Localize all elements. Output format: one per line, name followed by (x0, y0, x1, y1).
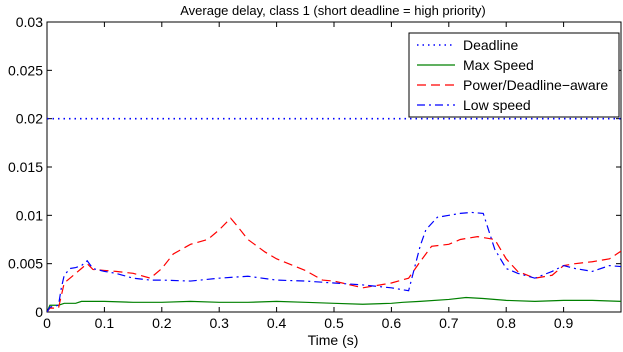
legend-entry-power-deadline-aware: Power/Deadline−aware (463, 77, 608, 93)
y-tick-label: 0 (35, 304, 43, 320)
legend: Deadline Max Speed Power/Deadline−aware Low… (408, 32, 620, 118)
y-tick-label: 0.02 (16, 111, 43, 127)
series-line-low-speed (47, 211, 621, 312)
y-tick-label: 0.015 (8, 159, 43, 175)
x-tick-label: 0.5 (324, 315, 344, 331)
x-tick-label: 0.7 (439, 315, 459, 331)
legend-entry-low-speed: Low speed (463, 97, 531, 113)
y-tick-label: 0.005 (8, 256, 43, 272)
series-group (47, 117, 621, 312)
legend-box (408, 32, 620, 118)
y-tick-label: 0.01 (16, 207, 43, 223)
series-line-max-speed (47, 296, 621, 312)
series-line-power-deadline-aware (47, 217, 621, 312)
x-tick-label: 0.2 (152, 315, 172, 331)
legend-entry-deadline: Deadline (463, 37, 518, 53)
x-tick-label: 0.1 (95, 315, 115, 331)
chart-title: Average delay, class 1 (short deadline =… (180, 3, 486, 18)
x-tick-label: 0.4 (267, 315, 287, 331)
y-tick-label: 0.03 (16, 14, 43, 30)
x-tick-label: 0.9 (554, 315, 574, 331)
x-tick-label: 0 (43, 315, 51, 331)
x-tick-label: 0.6 (382, 315, 402, 331)
y-tick-label: 0.025 (8, 62, 43, 78)
x-tick-label: 0.3 (209, 315, 229, 331)
legend-entry-max-speed: Max Speed (463, 57, 534, 73)
x-axis-label: Time (s) (308, 332, 359, 348)
x-tick-label: 0.8 (496, 315, 516, 331)
